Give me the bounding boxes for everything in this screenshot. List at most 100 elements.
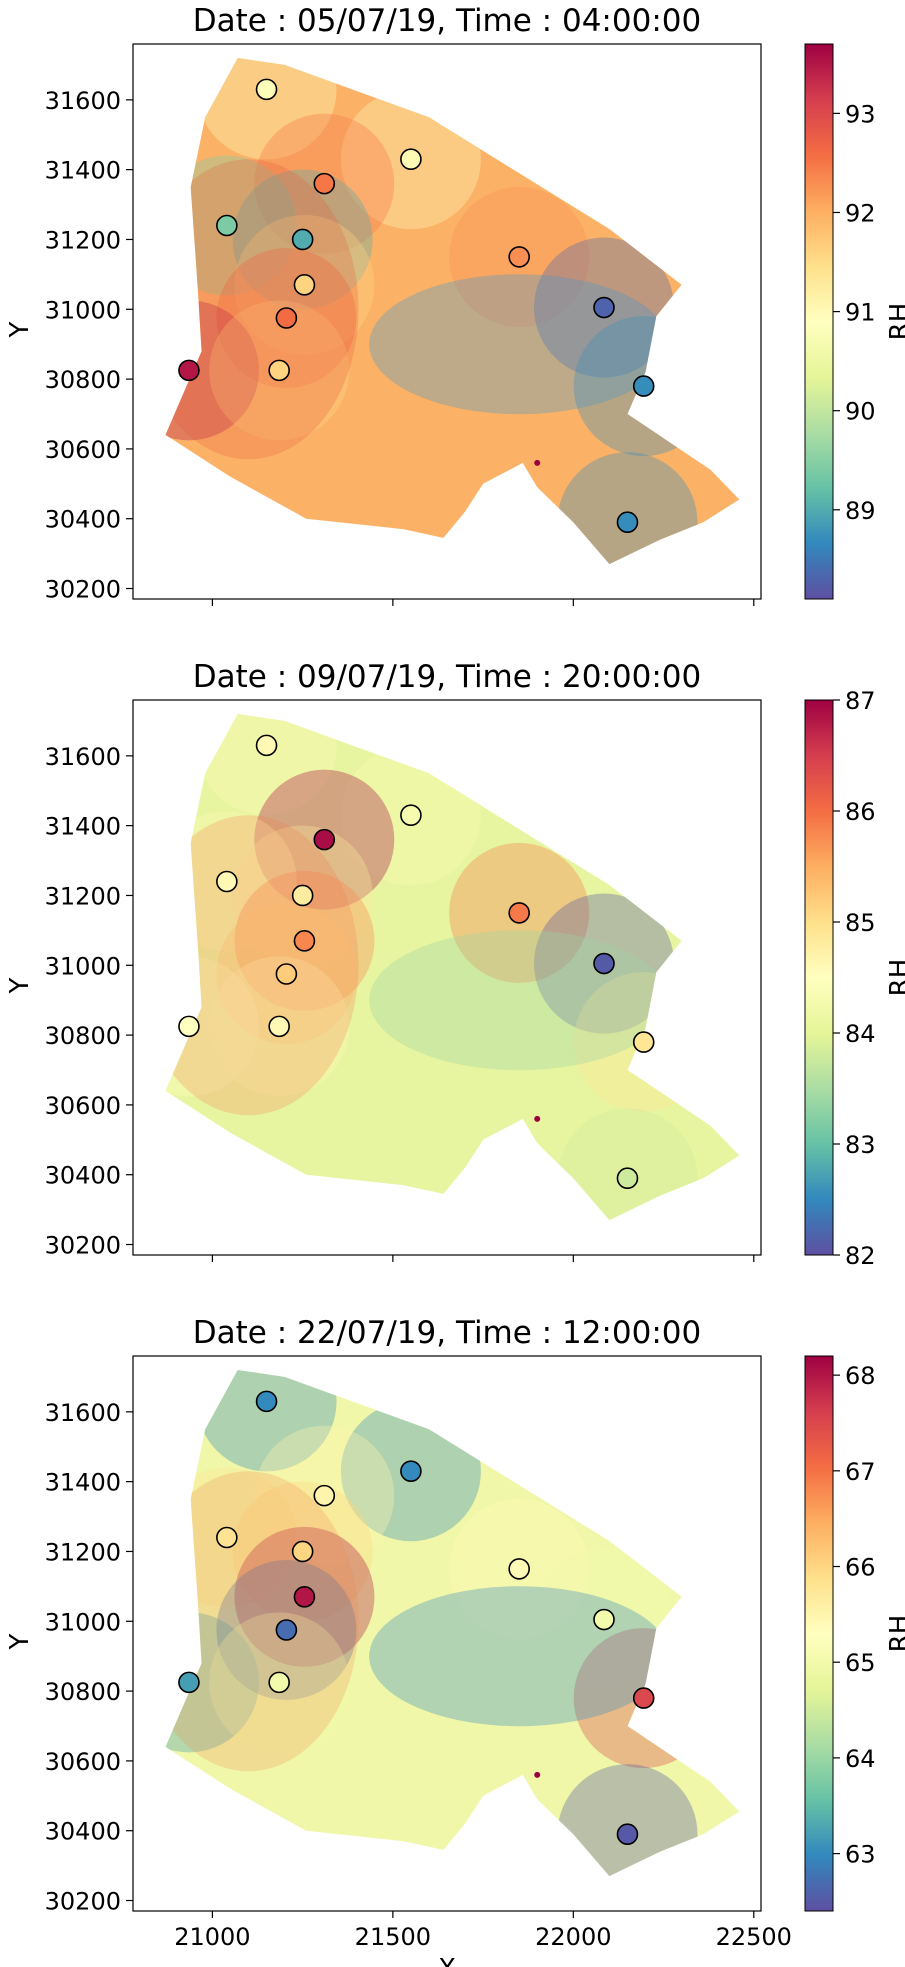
- station-marker: [216, 214, 238, 237]
- station-marker: [268, 1671, 290, 1694]
- station-marker: [313, 172, 336, 195]
- y-tick-label: 31400: [45, 813, 121, 841]
- station-marker: [268, 359, 290, 382]
- y-tick-label: 30400: [45, 1162, 121, 1190]
- y-tick-label: 31200: [45, 1538, 121, 1566]
- y-tick-label: 31400: [45, 157, 121, 185]
- colorbar: [804, 43, 834, 600]
- colorbar-tick-label: 66: [845, 1554, 876, 1582]
- chart-title: Date : 22/07/19, Time : 12:00:00: [193, 1315, 701, 1351]
- colorbar-label: RH: [885, 959, 905, 997]
- colorbar-tick-label: 86: [845, 798, 876, 826]
- station-marker: [216, 1526, 238, 1549]
- colorbar-tick-label: 87: [845, 687, 876, 715]
- station-marker: [178, 1671, 200, 1694]
- station-marker: [275, 1619, 298, 1641]
- reference-dot: [534, 459, 541, 466]
- station-marker: [313, 828, 336, 851]
- colorbar: [804, 699, 834, 1256]
- station-marker: [400, 148, 422, 170]
- station-marker: [268, 1015, 290, 1038]
- station-marker: [508, 1558, 530, 1580]
- reference-dot: [534, 1771, 541, 1778]
- field-low-region: [369, 1586, 670, 1727]
- y-tick-label: 31600: [45, 1399, 121, 1427]
- x-tick-label: 21000: [174, 1923, 250, 1951]
- y-tick-label: 31000: [45, 296, 121, 324]
- station-marker: [275, 963, 298, 985]
- y-tick-label: 30800: [45, 1022, 121, 1050]
- y-tick-label: 31200: [45, 882, 121, 910]
- rh-field: [165, 1370, 740, 1877]
- y-tick-label: 30800: [45, 1678, 121, 1706]
- station-marker: [616, 1823, 639, 1846]
- y-tick-label: 31000: [45, 952, 121, 980]
- panel-3: Date : 22/07/19, Time : 12:00:00 30200 304…: [5, 1315, 905, 1967]
- y-tick-label: 31200: [45, 226, 121, 254]
- y-tick-label: 30200: [45, 1232, 121, 1260]
- station-marker: [593, 1608, 615, 1631]
- y-tick-label: 30400: [45, 506, 121, 534]
- station-marker: [293, 274, 316, 296]
- y-tick-label: 31400: [45, 1469, 121, 1497]
- colorbar-tick-label: 85: [845, 909, 876, 937]
- station-marker: [255, 1390, 278, 1413]
- x-axis-label: X: [438, 1954, 456, 1967]
- x-tick-label: 22500: [716, 1923, 792, 1951]
- station-marker: [400, 804, 422, 826]
- station-marker: [508, 902, 530, 924]
- colorbar-tick-label: 67: [845, 1458, 876, 1486]
- station-marker: [255, 734, 278, 757]
- field-low-region: [369, 274, 670, 415]
- y-axis-label: Y: [5, 321, 35, 338]
- colorbar-tick-label: 84: [845, 1020, 876, 1048]
- y-tick-label: 30400: [45, 1818, 121, 1846]
- colorbar-tick-label: 68: [845, 1362, 876, 1390]
- station-marker: [593, 296, 615, 319]
- colorbar-tick-label: 65: [845, 1649, 876, 1677]
- chart-title: Date : 05/07/19, Time : 04:00:00: [193, 3, 701, 39]
- station-marker: [178, 1015, 200, 1038]
- colorbar-tick-label: 63: [845, 1841, 876, 1869]
- station-marker: [632, 1687, 655, 1709]
- y-tick-label: 31000: [45, 1608, 121, 1636]
- station-marker: [632, 375, 655, 397]
- field-high-region: [165, 815, 359, 1116]
- x-tick-label: 21500: [355, 1923, 431, 1951]
- axes-frame: [132, 699, 762, 1256]
- y-tick-label: 30600: [45, 436, 121, 464]
- field-low-region: [369, 930, 670, 1071]
- rh-field: [165, 58, 740, 565]
- station-marker: [293, 1586, 316, 1608]
- panel-2: Date : 09/07/19, Time : 20:00:00 30200 304…: [5, 659, 905, 1270]
- station-marker: [216, 870, 238, 893]
- station-marker: [275, 307, 298, 329]
- y-axis-label: Y: [5, 977, 35, 994]
- axes-frame: [132, 43, 762, 600]
- station-marker: [291, 228, 314, 251]
- station-marker: [632, 1031, 655, 1053]
- station-marker: [255, 78, 278, 101]
- y-tick-label: 30600: [45, 1092, 121, 1120]
- colorbar: [804, 1355, 834, 1912]
- station-marker: [313, 1484, 336, 1507]
- panel-1: Date : 05/07/19, Time : 04:00:00 30200 304…: [5, 3, 905, 606]
- station-marker: [291, 884, 314, 907]
- colorbar-label: RH: [885, 1615, 905, 1653]
- station-marker: [291, 1540, 314, 1563]
- chart-title: Date : 09/07/19, Time : 20:00:00: [193, 659, 701, 695]
- y-axis-label: Y: [5, 1633, 35, 1650]
- colorbar-tick-label: 83: [845, 1131, 876, 1159]
- colorbar-tick-label: 64: [845, 1745, 876, 1773]
- y-tick-label: 31600: [45, 87, 121, 115]
- y-tick-label: 30800: [45, 366, 121, 394]
- station-marker: [616, 1167, 639, 1190]
- colorbar-tick-label: 92: [845, 199, 876, 227]
- reference-dot: [534, 1115, 541, 1122]
- station-marker: [178, 359, 200, 382]
- station-marker: [293, 930, 316, 952]
- y-tick-label: 30200: [45, 1888, 121, 1916]
- colorbar-tick-label: 91: [845, 299, 876, 327]
- station-marker: [508, 246, 530, 268]
